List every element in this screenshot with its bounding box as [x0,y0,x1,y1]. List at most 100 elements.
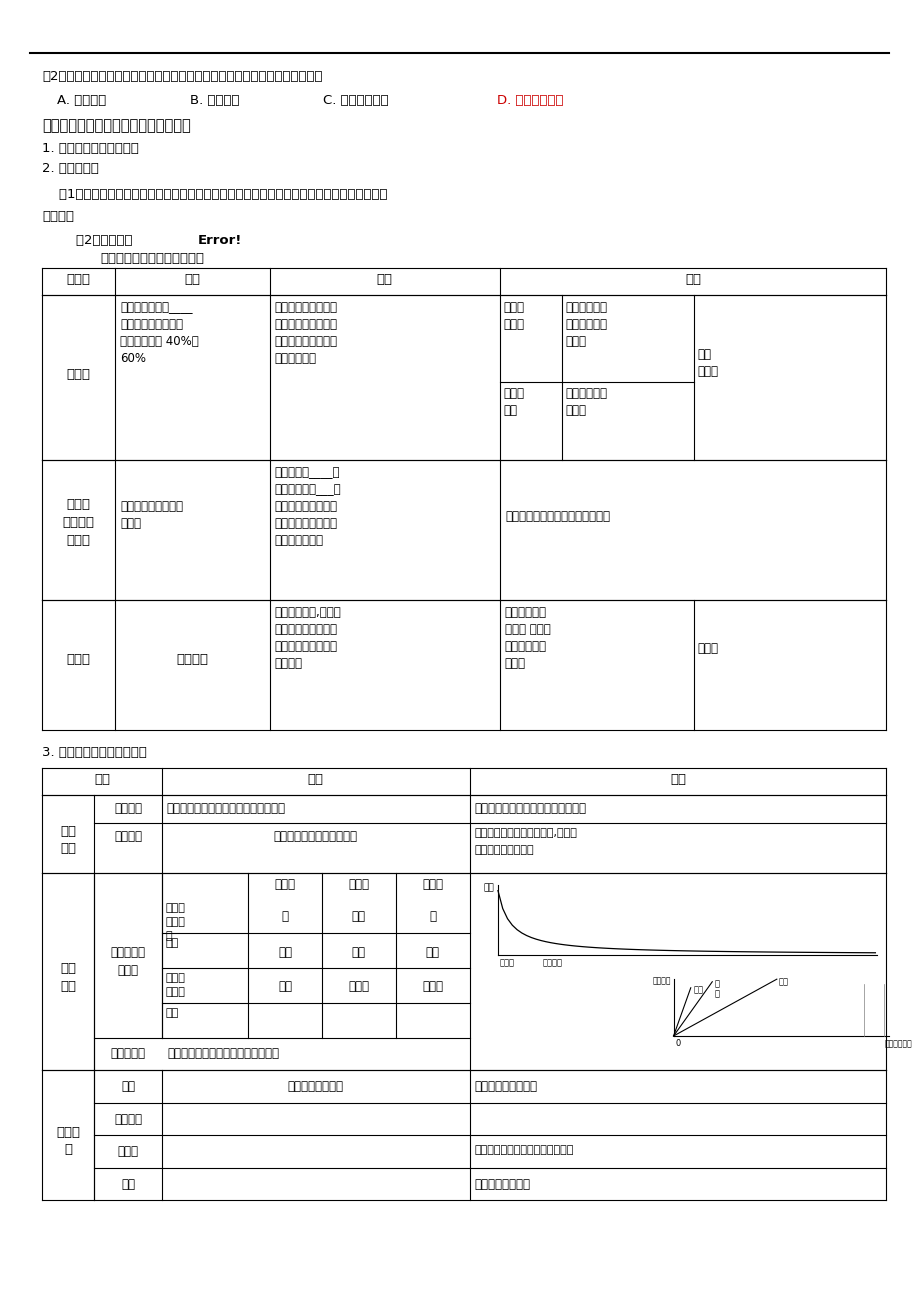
Text: 工业区: 工业区 [66,654,90,667]
Text: 地租: 地租 [165,937,179,948]
Text: 商业区: 商业区 [274,878,295,891]
Text: 人口数量昼夜___；: 人口数量昼夜___； [275,483,341,496]
Text: 历史背景: 历史背景 [114,802,142,815]
Text: Error!: Error! [198,234,242,247]
Text: 北京的商业区、上海的中心商务区等: 北京的商业区、上海的中心商务区等 [474,802,586,815]
Text: 地租水平: 地租水平 [652,976,671,986]
Text: （中心商: （中心商 [62,516,95,529]
Text: 工业: 工业 [778,978,788,986]
Text: 城市中占地面积____: 城市中占地面积____ [119,301,192,314]
Text: 社会集团: 社会集团 [114,1113,142,1126]
Text: 住: 住 [713,979,719,988]
Text: 历史变化: 历史变化 [114,829,142,842]
Text: 级、低级分化；位置: 级、低级分化；位置 [275,318,337,331]
Text: 住宅区: 住宅区 [348,878,369,891]
Text: 很陡: 很陡 [278,980,291,993]
Text: 侧分布: 侧分布 [505,658,525,671]
Text: 城市的三类基本功能区的比较: 城市的三类基本功能区的比较 [100,253,204,266]
Text: 或条状: 或条状 [119,517,141,530]
Text: 很大程度上决定了城市功能分区的现状: 很大程度上决定了城市功能分区的现状 [166,802,286,815]
Text: 种族: 种族 [120,1178,135,1191]
Text: 中心距: 中心距 [165,917,186,927]
Text: 商业区: 商业区 [66,497,90,510]
Text: 务区）: 务区） [66,534,90,547]
Text: 导致住宅区的分化: 导致住宅区的分化 [288,1081,344,1094]
Text: 因素: 因素 [60,842,76,855]
Text: 宅区: 宅区 [503,404,517,417]
Text: 因素: 因素 [60,979,76,992]
Text: 影响: 影响 [308,773,323,786]
Text: 商业: 商业 [693,986,703,995]
Text: 城市中心附近住宅区的衰落,城市内: 城市中心附近住宅区的衰落,城市内 [474,828,577,838]
Text: 中高级: 中高级 [503,301,524,314]
Text: 导致分散: 导致分散 [275,658,302,671]
Text: 城市土地利用随历史而变化: 城市土地利用随历史而变化 [274,829,357,842]
Text: 最高: 最高 [278,945,291,958]
Text: 远: 远 [429,910,436,923]
Text: 1. 城市土地的利用类型：: 1. 城市土地的利用类型： [42,142,139,155]
Text: 住宅区: 住宅区 [503,318,524,331]
Text: 0: 0 [675,1039,680,1048]
Text: 集聚成片: 集聚成片 [176,654,208,667]
Text: 2. 城市功能区: 2. 城市功能区 [42,161,98,174]
Text: 专业化程度高,竞争、: 专业化程度高,竞争、 [275,605,341,618]
Text: 协作导致集聚，又因: 协作导致集聚，又因 [275,622,337,635]
Text: 分异、垂直分异: 分异、垂直分异 [275,534,323,547]
Text: 与高坡、文化: 与高坡、文化 [565,318,607,331]
Text: 举例: 举例 [669,773,686,786]
Text: 高收入阶层集聚，形成高级住宅区: 高收入阶层集聚，形成高级住宅区 [474,1146,573,1155]
Text: 成因: 成因 [165,1008,179,1018]
Text: 宅: 宅 [713,990,719,999]
Text: 影响: 影响 [697,348,710,361]
Text: 因素：: 因素： [697,365,718,378]
Text: 宅区背向发展: 宅区背向发展 [275,352,316,365]
Text: 60%: 60% [119,352,146,365]
Text: 与内城、工业: 与内城、工业 [565,387,607,400]
Text: 收入: 收入 [120,1081,135,1094]
Text: 交通通达度: 交通通达度 [110,1047,145,1060]
Text: 离: 离 [165,931,173,941]
Text: 对应地: 对应地 [165,973,186,983]
Text: 上，中高级与低级住: 上，中高级与低级住 [275,335,337,348]
Text: A. 地形平坦: A. 地形平坦 [57,94,106,107]
Text: 功能区: 功能区 [66,273,90,286]
Text: 近: 近 [281,910,289,923]
Text: 社会因: 社会因 [56,1126,80,1139]
Text: 知名度: 知名度 [118,1146,138,1159]
Text: 占地面积小，呈点状: 占地面积小，呈点状 [119,500,183,513]
Text: 距离市: 距离市 [165,904,186,913]
Text: 不断向市区外: 不断向市区外 [505,605,546,618]
Text: 距市中心: 距市中心 [542,958,562,967]
Text: 占城市空间的 40%～: 占城市空间的 40%～ [119,335,199,348]
Text: 低级住: 低级住 [503,387,524,400]
Text: 距市中心距离: 距市中心距离 [883,1039,911,1048]
Text: 最平缓: 最平缓 [422,980,443,993]
Text: 能分区明显，有水平: 能分区明显，有水平 [275,517,337,530]
Text: 原因：: 原因： [697,642,718,655]
Text: 特征: 特征 [376,273,392,286]
Text: 高、低住宅区的分化: 高、低住宅区的分化 [474,1081,537,1094]
Text: 形态: 形态 [184,273,200,286]
Text: 市中心、交通干线两侧或街角路口: 市中心、交通干线两侧或街角路口 [505,510,610,523]
Text: （1）形成：同一种土地利用方式对用地空间和位置需求相同，导致同一类活动在城市空间上: （1）形成：同一种土地利用方式对用地空间和位置需求相同，导致同一类活动在城市空间… [42,187,387,201]
Text: 为环保、地租等因素: 为环保、地租等因素 [275,641,337,654]
Text: 区相连: 区相连 [565,404,586,417]
Text: B. 水源充足: B. 水源充足 [189,94,239,107]
Text: （2）甲、乙两地都形成了特大城市。与甲地相比，乙地形成城市的区位优势是: （2）甲、乙两地都形成了特大城市。与甲地相比，乙地形成城市的区位优势是 [42,70,323,83]
Text: 建筑质量上，出现高: 建筑质量上，出现高 [275,301,337,314]
Text: 3. 影响城市空间结构的因素: 3. 影响城市空间结构的因素 [42,746,147,759]
Text: 经济: 经济 [60,962,76,975]
Text: 中等: 中等 [351,945,366,958]
Text: 租直线: 租直线 [165,987,186,997]
Text: 地价: 地价 [483,883,494,892]
Text: （2）主要类型: （2）主要类型 [42,234,132,247]
Text: 工业区: 工业区 [422,878,443,891]
Text: 素: 素 [64,1143,72,1156]
Text: 的远近: 的远近 [118,963,138,976]
Text: 建筑物高大稠密；职: 建筑物高大稠密；职 [275,500,337,513]
Text: 较平缓: 较平缓 [348,980,369,993]
Text: 考点二：城市的空间结构及其形成原因: 考点二：城市的空间结构及其形成原因 [42,118,190,133]
Text: D. 水路交通枢组: D. 水路交通枢组 [496,94,562,107]
Text: 因素: 因素 [94,773,109,786]
Text: 有污染的工厂外迁等: 有污染的工厂外迁等 [474,845,534,855]
